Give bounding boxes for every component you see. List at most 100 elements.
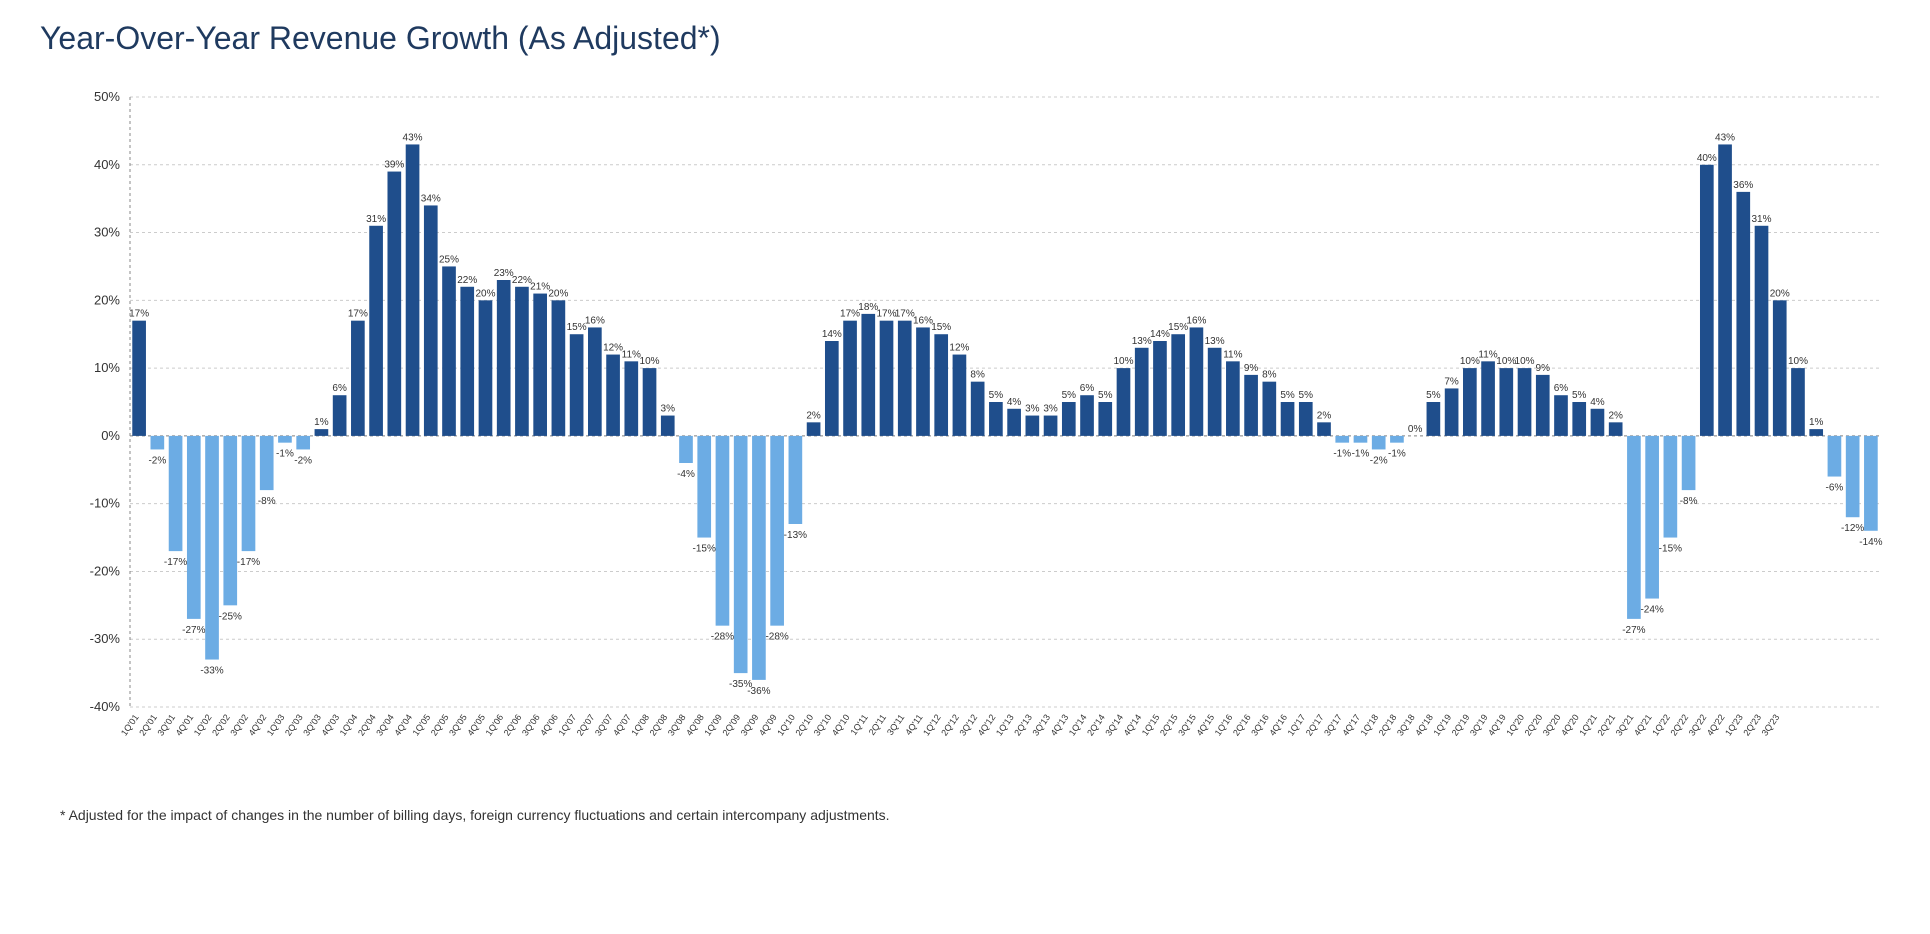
bar <box>1135 348 1149 436</box>
bar <box>1864 436 1878 531</box>
bar <box>661 416 675 436</box>
bar <box>843 321 857 436</box>
bar-value-label: -8% <box>258 496 276 507</box>
x-axis-label: 4Q'14 <box>1122 712 1144 737</box>
bar-value-label: 14% <box>1150 329 1170 340</box>
bar-value-label: 11% <box>622 349 641 360</box>
bar <box>1682 436 1696 490</box>
bar <box>1044 416 1058 436</box>
bar-value-label: 10% <box>1788 356 1808 367</box>
x-axis-label: 4Q'11 <box>903 712 924 737</box>
bar-value-label: 22% <box>457 275 477 286</box>
x-axis-label: 2Q'22 <box>1668 712 1690 737</box>
bar <box>205 436 219 660</box>
bar-value-label: 20% <box>1770 288 1790 299</box>
bar-value-label: -17% <box>164 557 187 568</box>
x-axis-label: 2Q'02 <box>210 712 232 737</box>
bar-value-label: 6% <box>332 383 347 394</box>
bar <box>971 382 985 436</box>
bar <box>570 334 584 436</box>
x-axis-label: 4Q'19 <box>1486 712 1508 737</box>
x-axis-label: 4Q'05 <box>465 712 487 737</box>
bar-value-label: -6% <box>1826 483 1844 494</box>
bar-value-label: 4% <box>1007 397 1022 408</box>
x-axis-label: 2Q'23 <box>1741 712 1763 737</box>
x-axis-label: 1Q'08 <box>629 712 651 737</box>
x-axis-label: 4Q'02 <box>247 712 269 737</box>
bar <box>1846 436 1860 517</box>
bar <box>1609 422 1623 436</box>
bar <box>643 368 657 436</box>
bar <box>1463 368 1477 436</box>
x-axis-label: 4Q'17 <box>1340 712 1362 737</box>
bar-value-label: 11% <box>1478 349 1497 360</box>
x-axis-label: 2Q'04 <box>356 712 378 737</box>
x-axis-label: 1Q'22 <box>1650 712 1672 737</box>
bar <box>1791 368 1805 436</box>
bar-value-label: 5% <box>1280 390 1295 401</box>
bar-value-label: 14% <box>822 329 842 340</box>
bar <box>1736 192 1750 436</box>
bar <box>187 436 201 619</box>
x-axis-label: 4Q'09 <box>757 712 779 737</box>
bar-value-label: 15% <box>931 322 951 333</box>
x-axis-label: 2Q'21 <box>1596 712 1618 737</box>
bar <box>734 436 748 673</box>
bar <box>242 436 256 551</box>
x-axis-label: 2Q'06 <box>502 712 524 737</box>
bar-value-label: 25% <box>439 254 459 265</box>
x-axis-label: 1Q'04 <box>338 712 360 737</box>
bar-value-label: 17% <box>877 309 897 320</box>
bar-value-label: -1% <box>276 449 294 460</box>
bar <box>515 287 529 436</box>
bar-value-label: 22% <box>512 275 532 286</box>
bar <box>1664 436 1678 538</box>
bar <box>1536 375 1550 436</box>
bar-value-label: 1% <box>314 417 329 428</box>
x-axis-label: 4Q'07 <box>611 712 633 737</box>
x-axis-label: 3Q'02 <box>228 712 250 737</box>
x-axis-label: 3Q'16 <box>1249 712 1271 737</box>
bar <box>953 355 967 436</box>
x-axis-label: 3Q'19 <box>1468 712 1490 737</box>
bar <box>989 402 1003 436</box>
bar <box>752 436 766 680</box>
bar-value-label: 17% <box>895 309 915 320</box>
x-axis-label: 2Q'07 <box>575 712 597 737</box>
bar <box>460 287 474 436</box>
bar-value-label: 3% <box>1025 404 1040 415</box>
revenue-growth-chart: -40%-30%-20%-10%0%10%20%30%40%50%17%1Q'0… <box>60 87 1890 787</box>
bar-value-label: -13% <box>784 530 807 541</box>
bar-value-label: 34% <box>421 193 441 204</box>
bar-value-label: 10% <box>1515 356 1535 367</box>
x-axis-label: 2Q'05 <box>429 712 451 737</box>
bar-value-label: 8% <box>970 370 985 381</box>
x-axis-label: 4Q'12 <box>976 712 998 737</box>
bar <box>716 436 730 626</box>
bar <box>1700 165 1714 436</box>
bar <box>770 436 784 626</box>
bar <box>1026 416 1040 436</box>
bar-value-label: 9% <box>1244 363 1259 374</box>
bar-value-label: 10% <box>1496 356 1516 367</box>
bar <box>1262 382 1276 436</box>
bar-value-label: 10% <box>1460 356 1480 367</box>
bar-value-label: 36% <box>1733 180 1753 191</box>
x-axis-label: 2Q'09 <box>721 712 743 737</box>
bar-value-label: 5% <box>1098 390 1113 401</box>
bar-value-label: 6% <box>1080 383 1095 394</box>
bar-value-label: 23% <box>494 268 514 279</box>
x-axis-label: 3Q'23 <box>1760 712 1782 737</box>
x-axis-label: 4Q'04 <box>392 712 414 737</box>
bar-value-label: 12% <box>603 343 623 354</box>
bar-value-label: 13% <box>1132 336 1152 347</box>
bar-value-label: 3% <box>661 404 676 415</box>
x-axis-label: 1Q'03 <box>265 712 287 737</box>
bar-value-label: 9% <box>1536 363 1551 374</box>
bar-value-label: -15% <box>693 544 716 555</box>
x-axis-label: 1Q'06 <box>484 712 506 737</box>
bar-value-label: 3% <box>1043 404 1058 415</box>
x-axis-label: 2Q'01 <box>137 712 159 737</box>
x-axis-label: 3Q'04 <box>374 712 396 737</box>
bar <box>1117 368 1131 436</box>
